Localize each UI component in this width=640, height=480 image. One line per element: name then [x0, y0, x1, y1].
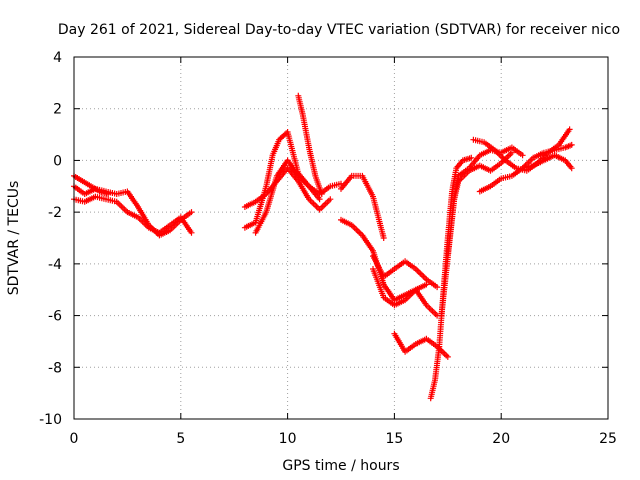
grid [74, 57, 608, 419]
data-point-trail [243, 166, 332, 212]
data-series [370, 253, 441, 291]
data-point-trail [295, 94, 325, 195]
y-tick-label: -6 [48, 309, 62, 325]
data-series [427, 154, 475, 402]
data-series [295, 92, 325, 197]
data-series [252, 157, 344, 236]
data-point-trail [72, 174, 110, 197]
data-point-trail [445, 151, 514, 255]
y-tick-label: -10 [39, 412, 62, 428]
data-series [444, 149, 515, 257]
data-series [241, 129, 323, 231]
data-point-trail [478, 142, 574, 194]
data-series [391, 330, 451, 360]
data-series [338, 172, 387, 241]
x-tick-label: 0 [70, 431, 79, 447]
x-tick-label: 10 [279, 431, 297, 447]
plot-area [71, 92, 575, 402]
data-point-trail [521, 153, 574, 171]
x-tick-label: 25 [599, 431, 617, 447]
x-tick-label: 5 [176, 431, 185, 447]
y-tick-label: 4 [53, 50, 62, 66]
data-point-trail [370, 268, 439, 318]
data-series [470, 126, 573, 174]
x-tick-label: 15 [385, 431, 403, 447]
y-tick-label: 2 [53, 102, 62, 118]
data-point-trail [72, 184, 193, 238]
axes: 0 5 10 15 20 25 -10 -8 -6 -4 -2 0 2 4 [39, 50, 617, 447]
x-axis-label: GPS time / hours [282, 458, 399, 474]
y-tick-label: -2 [48, 205, 62, 221]
y-tick-label: 0 [53, 153, 62, 169]
x-tick-label: 20 [492, 431, 510, 447]
data-series [241, 165, 334, 213]
data-point-trail [339, 172, 387, 239]
data-point-trail [371, 255, 439, 289]
y-tick-label: -4 [48, 257, 62, 273]
data-series [476, 141, 575, 195]
data-series [71, 183, 195, 239]
data-series [71, 193, 195, 236]
data-series [519, 152, 575, 172]
y-tick-label: -8 [48, 360, 62, 376]
data-series [370, 266, 441, 319]
plot-border [73, 56, 609, 420]
data-point-trail [438, 145, 524, 317]
data-series [71, 172, 112, 197]
y-axis-label: SDTVAR / TECUs [6, 181, 22, 296]
data-point-trail [73, 194, 194, 235]
chart-title: Day 261 of 2021, Sidereal Day-to-day VTE… [58, 22, 620, 38]
